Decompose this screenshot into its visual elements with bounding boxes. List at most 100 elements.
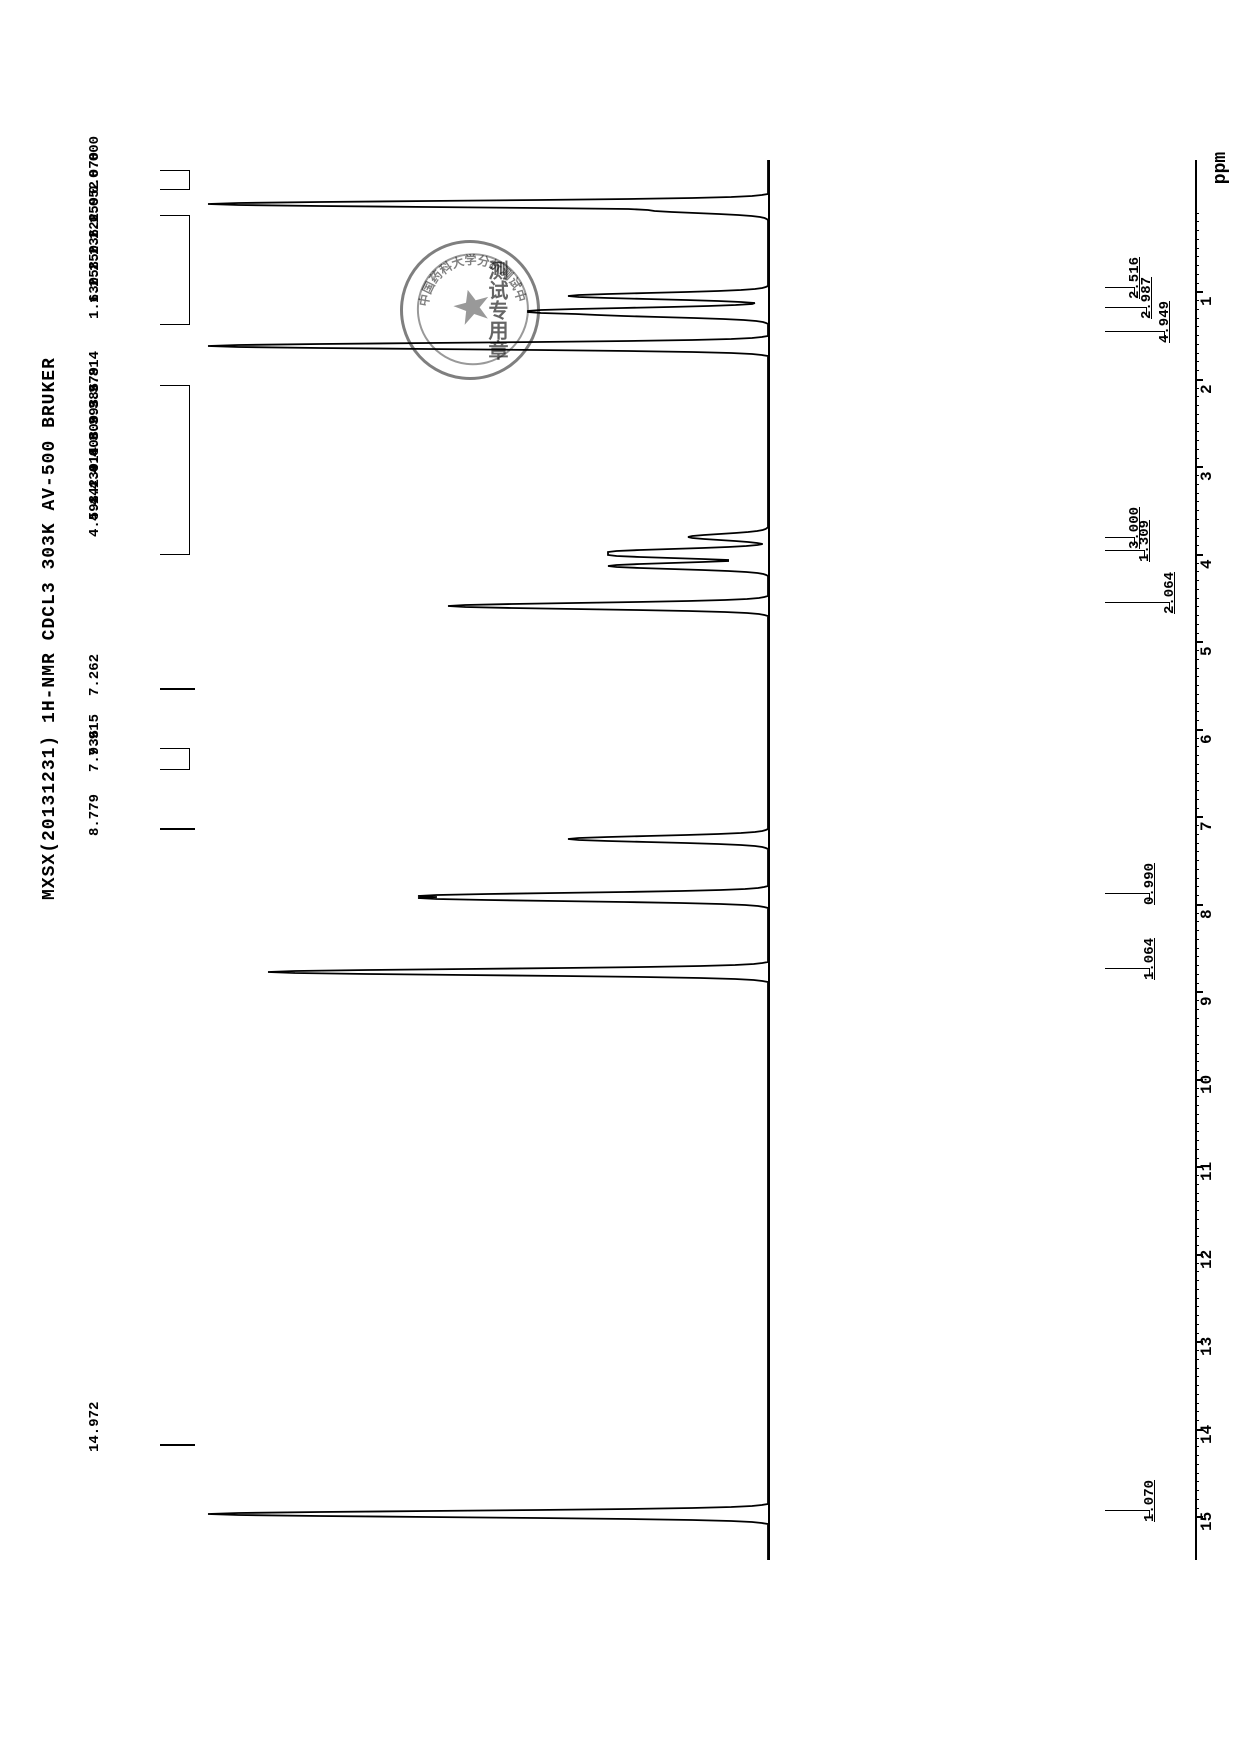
- axis-tick-minor: [1195, 1368, 1199, 1369]
- axis-tick-minor: [1195, 755, 1199, 756]
- axis-tick-minor: [1195, 781, 1199, 782]
- axis-tick-label: 11: [1198, 1162, 1216, 1181]
- axis-tick-minor: [1195, 1123, 1199, 1124]
- axis-tick-minor: [1195, 274, 1199, 275]
- axis-tick-minor: [1195, 449, 1199, 450]
- integration-connector: [1105, 1510, 1150, 1518]
- axis-tick-minor: [1195, 834, 1199, 835]
- axis-tick-minor: [1195, 606, 1199, 607]
- axis-tick-minor: [1195, 703, 1199, 704]
- watermark-stamp-text: 测试专用章: [480, 260, 509, 360]
- axis-tick-minor: [1195, 790, 1199, 791]
- axis-tick-minor: [1195, 501, 1199, 502]
- axis-tick-minor: [1195, 1289, 1199, 1290]
- axis-tick-minor: [1195, 1473, 1199, 1474]
- peak-ppm-label: 1.630: [87, 277, 103, 319]
- axis-tick-minor: [1195, 370, 1199, 371]
- axis-tick-minor: [1195, 1464, 1199, 1465]
- axis-tick-minor: [1195, 484, 1199, 485]
- axis-tick-minor: [1195, 1411, 1199, 1412]
- axis-tick: [1195, 729, 1203, 731]
- axis-tick-minor: [1195, 1219, 1199, 1220]
- axis-tick-minor: [1195, 361, 1199, 362]
- axis-tick-minor: [1195, 396, 1199, 397]
- axis-tick-label: 15: [1198, 1512, 1216, 1531]
- peak-bracket: [160, 170, 190, 190]
- integration-connector: [1105, 537, 1135, 545]
- axis-tick-minor: [1195, 860, 1199, 861]
- axis-tick-label: 12: [1198, 1250, 1216, 1269]
- integration-connector: [1105, 331, 1165, 339]
- axis-tick-minor: [1195, 878, 1199, 879]
- axis-tick-label: 13: [1198, 1337, 1216, 1356]
- axis-tick-minor: [1195, 1193, 1199, 1194]
- axis-tick-minor: [1195, 1394, 1199, 1395]
- axis-tick-minor: [1195, 659, 1199, 660]
- axis-tick-minor: [1195, 764, 1199, 765]
- axis-tick-minor: [1195, 965, 1199, 966]
- axis-tick-minor: [1195, 1210, 1199, 1211]
- axis-tick-minor: [1195, 624, 1199, 625]
- axis-tick-minor: [1195, 1376, 1199, 1377]
- axis-tick-minor: [1195, 1499, 1199, 1500]
- axis-tick-minor: [1195, 1508, 1199, 1509]
- axis-tick: [1195, 466, 1203, 468]
- integration-connector: [1105, 893, 1150, 901]
- axis-tick-label: 1: [1198, 297, 1216, 307]
- axis-tick-minor: [1195, 265, 1199, 266]
- axis-tick-minor: [1195, 1280, 1199, 1281]
- axis-tick-minor: [1195, 1306, 1199, 1307]
- peak-ppm-label: 7.936: [87, 730, 103, 772]
- axis-tick-minor: [1195, 256, 1199, 257]
- axis-tick: [1195, 991, 1203, 993]
- axis-tick-minor: [1195, 615, 1199, 616]
- axis-tick-minor: [1195, 580, 1199, 581]
- axis-tick-minor: [1195, 536, 1199, 537]
- peak-bracket: [160, 215, 190, 325]
- axis-tick-minor: [1195, 1420, 1199, 1421]
- axis-tick-minor: [1195, 1201, 1199, 1202]
- axis-tick-minor: [1195, 1009, 1199, 1010]
- axis-tick-minor: [1195, 1096, 1199, 1097]
- spectrum-title: MXSX(20131231) 1H-NMR CDCL3 303K AV-500 …: [40, 357, 60, 900]
- axis-tick-minor: [1195, 930, 1199, 931]
- axis-tick-minor: [1195, 1315, 1199, 1316]
- axis-tick-minor: [1195, 326, 1199, 327]
- axis-tick-minor: [1195, 1228, 1199, 1229]
- axis-tick-minor: [1195, 948, 1199, 949]
- axis-tick-minor: [1195, 1385, 1199, 1386]
- axis-tick: [1195, 379, 1203, 381]
- axis-tick-minor: [1195, 1271, 1199, 1272]
- peak-ppm-label: 14.972: [87, 1402, 103, 1452]
- axis-tick-minor: [1195, 519, 1199, 520]
- axis-tick-minor: [1195, 851, 1199, 852]
- axis-tick-minor: [1195, 799, 1199, 800]
- axis-tick-minor: [1195, 309, 1199, 310]
- axis-tick-minor: [1195, 676, 1199, 677]
- axis-tick-minor: [1195, 711, 1199, 712]
- axis-tick-minor: [1195, 1026, 1199, 1027]
- axis-tick-minor: [1195, 1140, 1199, 1141]
- axis-tick-label: 14: [1198, 1425, 1216, 1444]
- axis-tick-label: 5: [1198, 647, 1216, 657]
- axis-tick-minor: [1195, 1403, 1199, 1404]
- axis-tick-minor: [1195, 1105, 1199, 1106]
- peak-connector: [160, 1444, 195, 1446]
- axis-tick-minor: [1195, 668, 1199, 669]
- axis-tick-minor: [1195, 921, 1199, 922]
- axis-tick-minor: [1195, 510, 1199, 511]
- axis-tick-minor: [1195, 843, 1199, 844]
- axis-tick-minor: [1195, 808, 1199, 809]
- axis-tick-minor: [1195, 344, 1199, 345]
- axis-tick-minor: [1195, 1053, 1199, 1054]
- axis-tick-minor: [1195, 895, 1199, 896]
- axis-tick-label: 8: [1198, 909, 1216, 919]
- peak-bracket: [160, 748, 190, 770]
- axis-tick-minor: [1195, 1149, 1199, 1150]
- axis-tick-minor: [1195, 1245, 1199, 1246]
- axis-tick: [1195, 291, 1203, 293]
- axis-tick-minor: [1195, 493, 1199, 494]
- axis-tick-label: 6: [1198, 734, 1216, 744]
- ppm-axis: ppm 151413121110987654321: [1195, 160, 1235, 1560]
- axis-tick-minor: [1195, 983, 1199, 984]
